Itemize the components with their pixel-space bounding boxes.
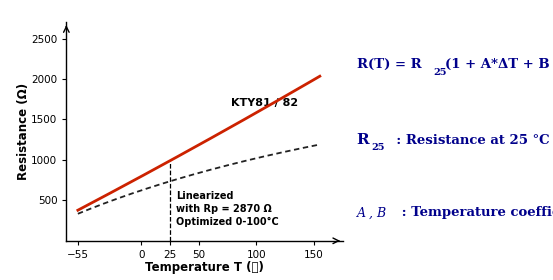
X-axis label: Temperature T (度): Temperature T (度) bbox=[145, 261, 264, 274]
Text: A , B: A , B bbox=[357, 206, 387, 219]
Text: 25: 25 bbox=[433, 68, 446, 77]
Text: 25: 25 bbox=[372, 143, 385, 152]
Text: : Temperature coefficients: : Temperature coefficients bbox=[397, 206, 553, 219]
Text: (1 + A*ΔT + B *ΔT²): (1 + A*ΔT + B *ΔT²) bbox=[445, 58, 553, 71]
Text: R: R bbox=[357, 133, 369, 147]
Text: R(T) = R: R(T) = R bbox=[357, 58, 421, 71]
Text: Linearized
with Rp = 2870 Ω
Optimized 0-100°C: Linearized with Rp = 2870 Ω Optimized 0-… bbox=[176, 191, 279, 227]
Text: : Resistance at 25 °C: : Resistance at 25 °C bbox=[387, 134, 550, 146]
Y-axis label: Resistance (Ω): Resistance (Ω) bbox=[17, 83, 30, 180]
Text: KTY81 / 82: KTY81 / 82 bbox=[231, 98, 298, 108]
